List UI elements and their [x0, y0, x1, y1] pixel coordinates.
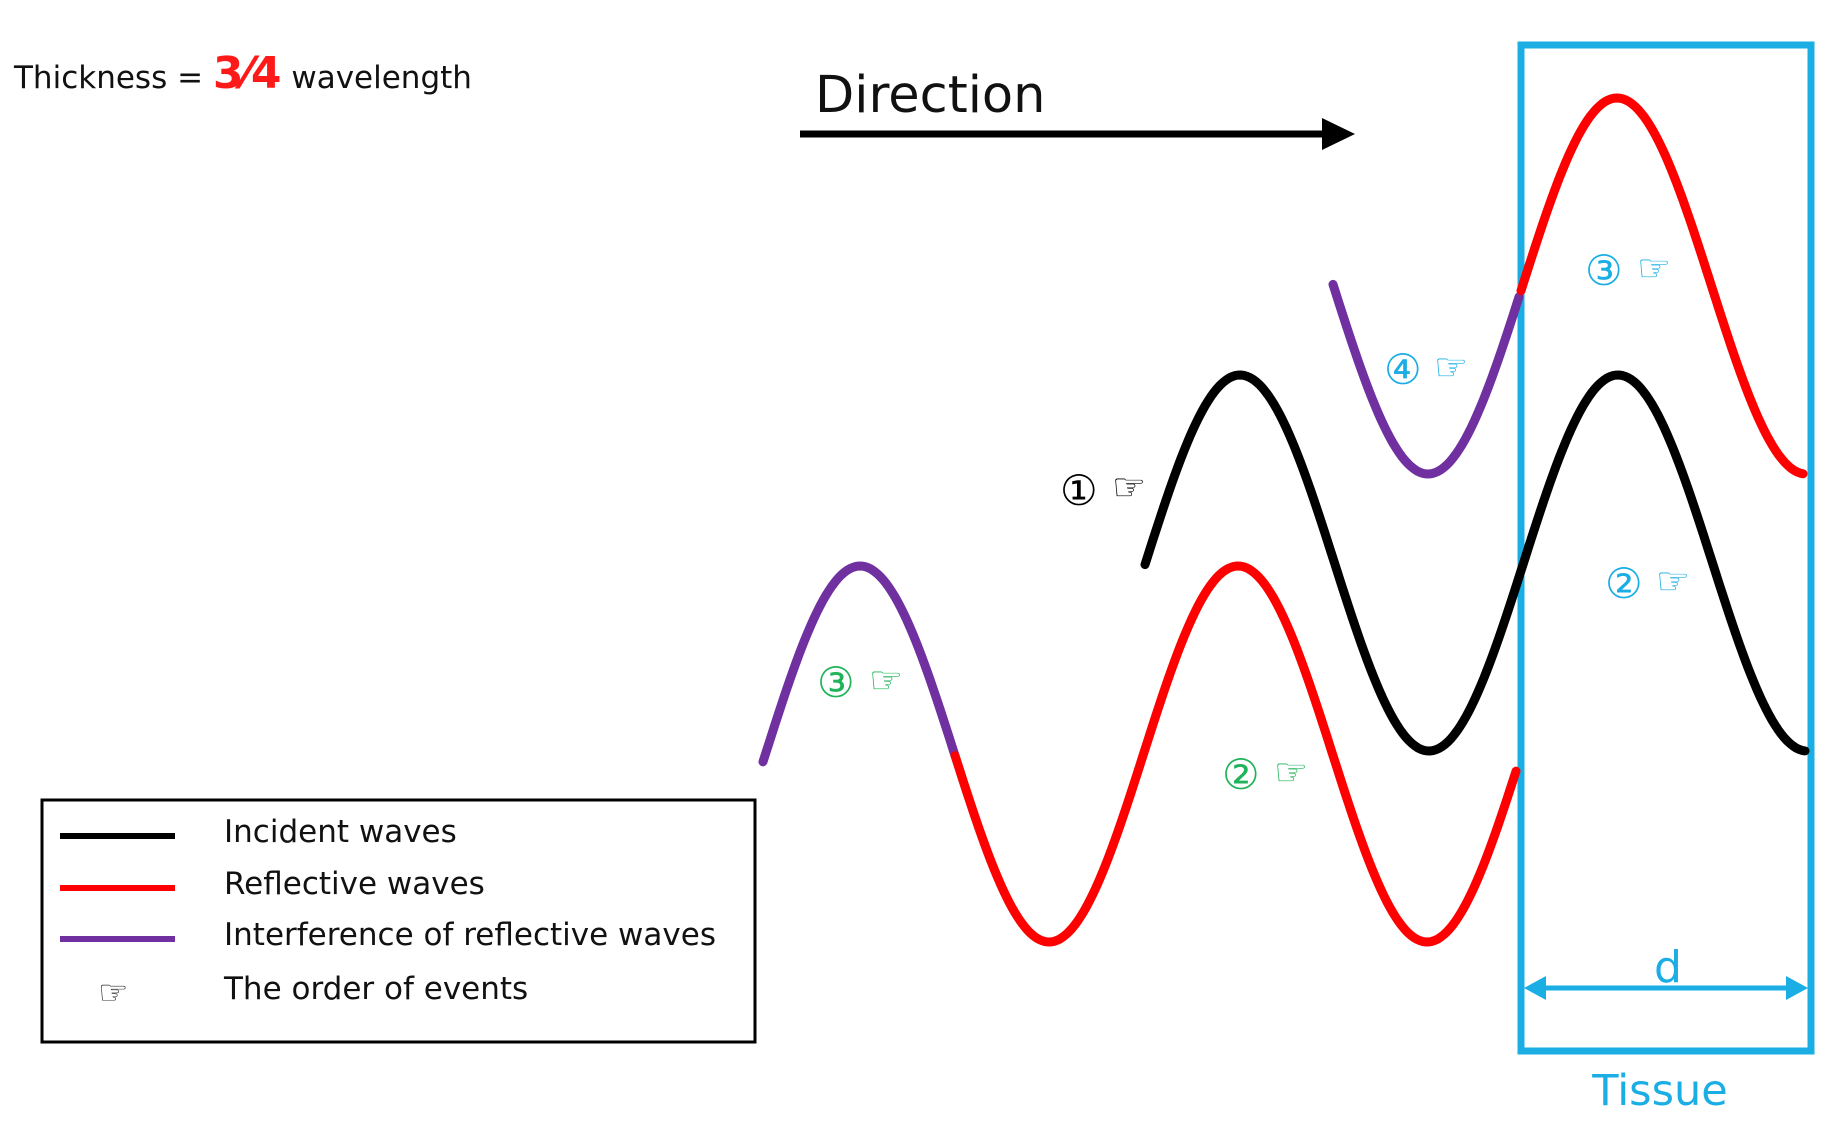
- thickness-suffix: wavelength: [281, 60, 471, 96]
- hand-pointing-icon: ☞: [869, 658, 903, 702]
- marker-4: ④ ☞: [1384, 345, 1468, 394]
- thickness-prefix: Thickness =: [13, 60, 213, 96]
- dimension-label-d: d: [1654, 942, 1682, 993]
- legend-label-order: The order of events: [223, 971, 528, 1007]
- marker-4-number: ④: [1384, 345, 1422, 394]
- marker-3-tissue: ③ ☞: [1585, 246, 1671, 295]
- thickness-dimension: [1524, 976, 1808, 1000]
- waves-group: [758, 93, 1810, 947]
- legend-label-incident: Incident waves: [224, 814, 457, 850]
- marker-1-number: ①: [1060, 466, 1098, 515]
- reflective-wave-upper: [1516, 93, 1808, 479]
- marker-3-left-number: ③: [817, 658, 855, 707]
- marker-3-tissue-number: ③: [1585, 246, 1623, 295]
- thickness-caption: Thickness = 3⁄4 wavelength: [13, 48, 472, 99]
- tissue-label: Tissue: [1591, 1066, 1727, 1116]
- legend-label-interference: Interference of reflective waves: [224, 917, 716, 953]
- hand-pointing-icon: ☞: [1112, 465, 1146, 509]
- legend-label-reflective: Reflective waves: [224, 866, 485, 902]
- interference-wave-left: [758, 561, 960, 767]
- marker-2-tissue: ② ☞: [1605, 559, 1690, 608]
- marker-1: ① ☞: [1060, 465, 1146, 515]
- hand-pointing-icon: ☞: [98, 973, 128, 1013]
- legend: Incident waves Reflective waves Interfer…: [40, 798, 757, 1044]
- hand-pointing-icon: ☞: [1274, 750, 1308, 794]
- thickness-fraction: 3⁄4: [213, 48, 282, 99]
- hand-pointing-icon: ☞: [1434, 345, 1468, 389]
- legend-box: [40, 798, 757, 1044]
- reflective-wave-lower: [950, 561, 1521, 947]
- marker-2-left: ② ☞: [1222, 750, 1308, 799]
- marker-2-tissue-number: ②: [1605, 559, 1643, 608]
- marker-2-left-number: ②: [1222, 750, 1260, 799]
- hand-pointing-icon: ☞: [1637, 246, 1671, 290]
- hand-pointing-icon: ☞: [1656, 559, 1690, 603]
- direction-label: Direction: [815, 66, 1045, 125]
- interference-wave-upper: [1328, 279, 1524, 479]
- tissue-box: [1517, 41, 1815, 1055]
- direction-arrow-icon: [800, 118, 1355, 150]
- marker-3-left: ③ ☞: [817, 658, 903, 707]
- incident-wave: [1140, 370, 1810, 756]
